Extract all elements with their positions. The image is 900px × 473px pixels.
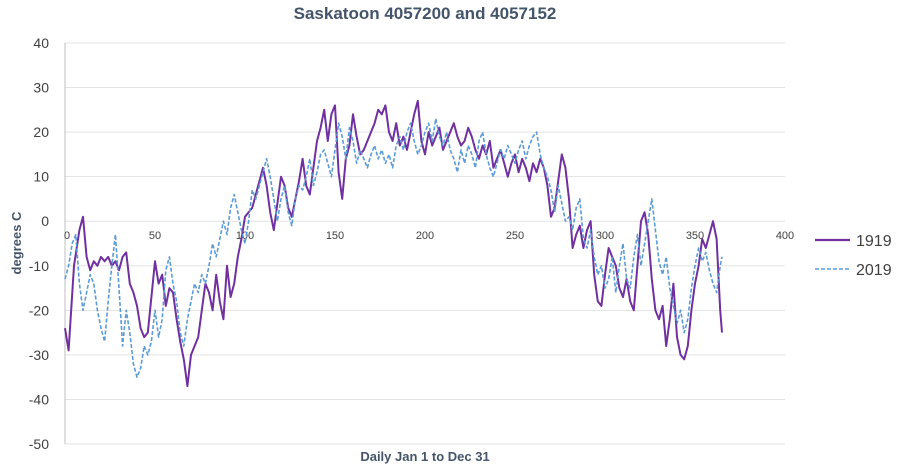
y-tick-label: 10 (33, 169, 49, 185)
x-axis-ticks: 0 50 100 150 200 250 300 350 400 (64, 230, 794, 242)
series-line-1919 (64, 99, 723, 388)
legend-label-1919: 1919 (856, 233, 892, 250)
x-tick-label: 50 (149, 230, 161, 242)
y-tick-label: -40 (29, 391, 49, 407)
y-tick-label: -20 (29, 302, 49, 318)
x-tick-label: 250 (506, 230, 524, 242)
y-tick-label: -10 (29, 258, 49, 274)
y-tick-label: -50 (29, 436, 49, 452)
legend: 1919 2019 (815, 233, 892, 279)
y-tick-label: 30 (33, 80, 49, 96)
y-tick-label: 40 (33, 35, 49, 51)
y-tick-label: 20 (33, 124, 49, 140)
x-tick-label: 300 (596, 230, 614, 242)
y-tick-label: -30 (29, 347, 49, 363)
series-line-2019 (64, 117, 723, 378)
chart-title: Saskatoon 4057200 and 4057152 (294, 4, 557, 23)
y-axis-label: degrees C (9, 211, 24, 274)
legend-label-2019: 2019 (856, 262, 892, 279)
series-group (64, 99, 723, 388)
x-tick-label: 150 (326, 230, 344, 242)
x-tick-label: 400 (776, 230, 794, 242)
x-tick-label: 350 (686, 230, 704, 242)
y-tick-label: 0 (41, 213, 49, 229)
x-tick-label: 0 (64, 230, 70, 242)
gridlines (65, 42, 785, 445)
x-axis-label: Daily Jan 1 to Dec 31 (360, 449, 489, 464)
x-tick-label: 200 (416, 230, 434, 242)
y-axis-ticks: 40 30 20 10 0 -10 -20 -30 -40 -50 (29, 35, 49, 452)
